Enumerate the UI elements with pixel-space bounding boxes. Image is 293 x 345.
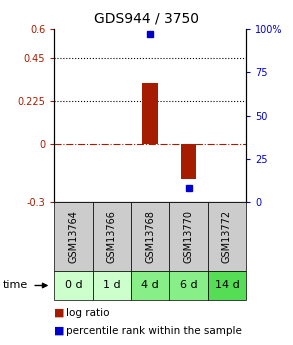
Text: 0 d: 0 d — [64, 280, 82, 290]
Text: log ratio: log ratio — [66, 308, 109, 318]
Text: GSM13772: GSM13772 — [222, 210, 232, 263]
Text: GSM13766: GSM13766 — [107, 210, 117, 263]
Text: GSM13764: GSM13764 — [68, 210, 79, 263]
Text: time: time — [3, 280, 28, 290]
Text: 14 d: 14 d — [214, 280, 239, 290]
Text: 6 d: 6 d — [180, 280, 197, 290]
Bar — [181, 144, 196, 179]
Text: ■: ■ — [54, 326, 65, 336]
Text: 1 d: 1 d — [103, 280, 121, 290]
Text: 4 d: 4 d — [141, 280, 159, 290]
Bar — [142, 83, 158, 144]
Text: percentile rank within the sample: percentile rank within the sample — [66, 326, 242, 336]
Text: ■: ■ — [54, 308, 65, 318]
Text: GDS944 / 3750: GDS944 / 3750 — [94, 12, 199, 26]
Text: GSM13770: GSM13770 — [183, 210, 194, 263]
Text: GSM13768: GSM13768 — [145, 210, 155, 263]
